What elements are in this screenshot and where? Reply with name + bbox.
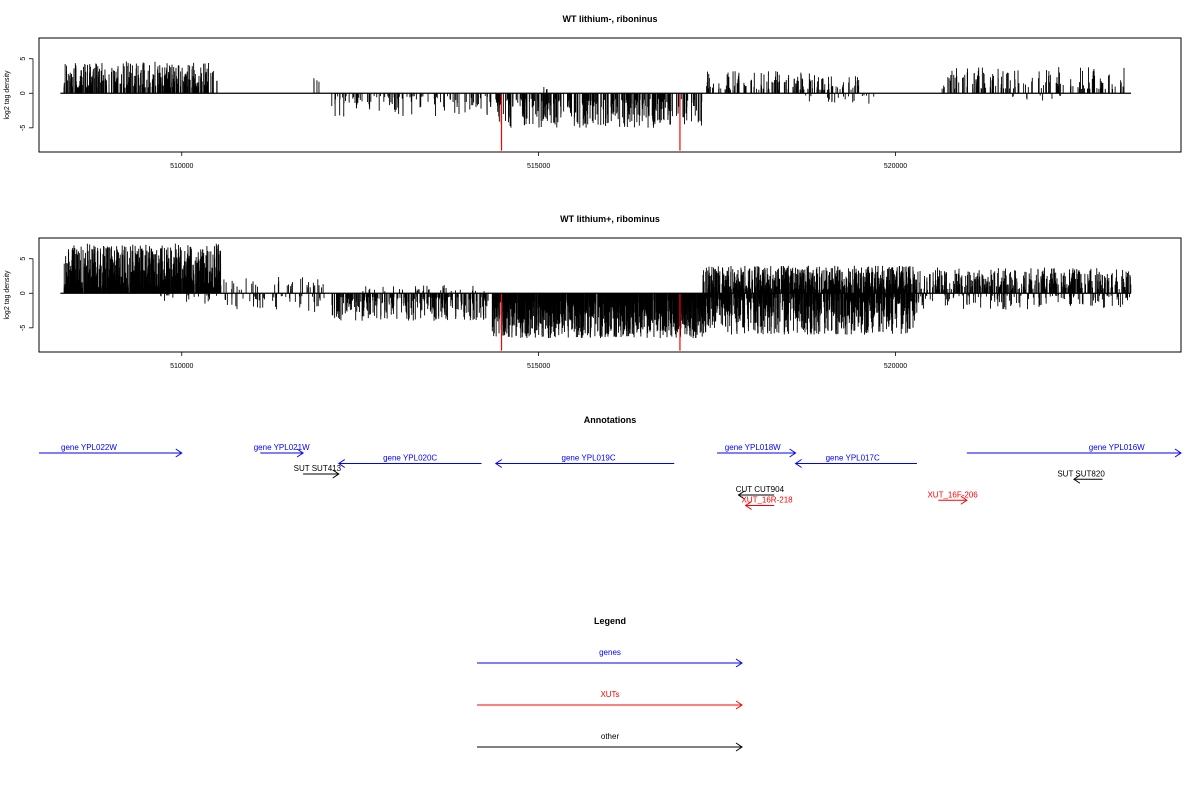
y-tick-label: 5 [20,257,27,261]
y-tick-label: 5 [20,57,27,61]
x-tick-label: 510000 [170,163,193,170]
y-tick-label: 0 [20,91,27,95]
track-panel-1: WT lithium-, riboninus -5 0 5 log2 tag densi… [4,14,1182,170]
y-tick-label: -5 [20,125,27,131]
plot-frame [38,37,1182,153]
y-tick-label: 0 [20,291,27,295]
x-tick-label: 515000 [527,163,550,170]
x-tick-label: 520000 [884,363,907,370]
track-panel-2: WT lithium+, ribominus -5 0 5 log2 tag densi… [4,214,1182,370]
y-axis-label: log2 tag density [4,270,11,320]
x-tick-label: 520000 [884,163,907,170]
panel-title: WT lithium+, ribominus [560,214,660,224]
y-tick-label: -5 [20,325,27,331]
x-tick-label: 510000 [170,363,193,370]
y-axis-label: log2 tag density [4,70,11,120]
density-bars [63,243,1132,351]
density-bars [63,61,1125,151]
plot-frame [38,237,1182,353]
panel-title: WT lithium-, riboninus [563,14,658,24]
x-tick-label: 515000 [527,363,550,370]
